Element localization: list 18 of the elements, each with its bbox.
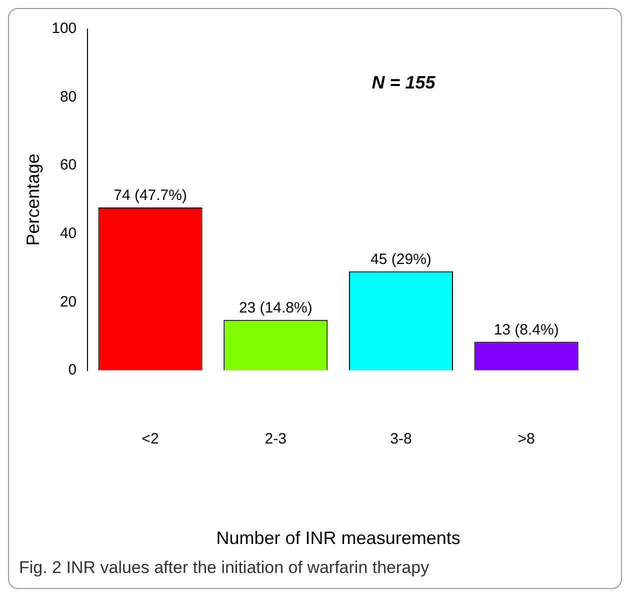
x-axis-title: Number of INR measurements [216,528,460,548]
x-tick-label: 2-3 [264,430,286,448]
x-tick-label: >8 [518,430,535,448]
caption: Fig. 2 INR values after the initiation of warfarin therapy [18,557,430,579]
y-tick-label: 0 [68,362,77,379]
x-tick-label: <2 [142,430,159,448]
x-tick-label: 3-8 [390,430,412,448]
y-tick-label: 20 [60,293,77,310]
y-tick-label: 60 [60,156,77,174]
data-label: 74 (47.7%) [114,187,187,204]
data-label: 13 (8.4%) [494,321,559,338]
data-label: 45 (29%) [370,251,432,268]
y-axis-title: Percentage [22,154,43,246]
data-label: 23 (14.8%) [238,300,312,317]
y-tick-label: 80 [60,88,77,106]
y-tick-label: 100 [52,20,77,38]
y-tick-label: 40 [60,224,77,242]
annotation: N = 155 [372,72,436,93]
